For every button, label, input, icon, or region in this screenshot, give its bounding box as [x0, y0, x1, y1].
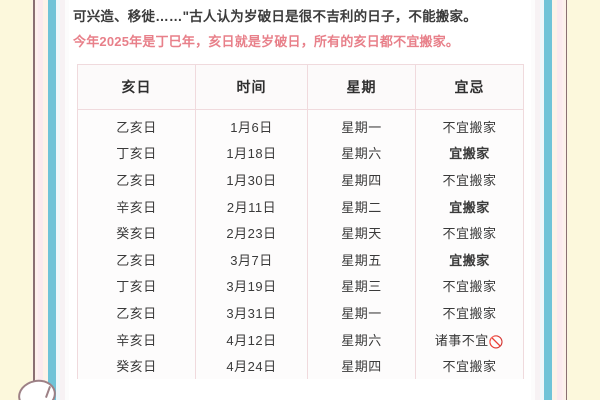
article-paragraph-1: 可兴造、移徙……"古人认为岁破日是很不吉利的日子，不能搬家。 — [73, 9, 477, 24]
edge-stripe-pink-right — [557, 0, 562, 400]
edge-stripe-blue-left — [48, 0, 56, 400]
edge-rule-line-right — [565, 0, 567, 400]
cell-date: 3月31日 — [195, 299, 308, 326]
hai-ri-table: 亥日 时间 星期 宜忌 乙亥日 1月6日 星期一 不宜搬家 丁亥日 1月18日 星期六 宜搬家… — [77, 64, 524, 379]
cell-date: 1月18日 — [195, 139, 308, 167]
edge-stripe-gradient-right — [562, 0, 570, 400]
cell-date: 4月12日 — [195, 325, 308, 353]
cell-weekday: 星期二 — [307, 192, 416, 220]
hai-ri-table-wrapper: 亥日 时间 星期 宜忌 乙亥日 1月6日 星期一 不宜搬家 丁亥日 1月18日 星期六 宜搬家… — [77, 64, 524, 379]
cell-weekday: 星期三 — [307, 272, 416, 300]
edge-stripe-peach-right — [552, 0, 557, 400]
cell-advice: 不宜搬家 — [415, 166, 524, 193]
column-header-hai-ri: 亥日 — [77, 64, 196, 110]
cell-advice: 宜搬家 — [415, 139, 524, 167]
cell-weekday: 星期四 — [307, 166, 416, 193]
cell-advice: 宜搬家 — [415, 192, 524, 220]
column-header-weekday: 星期 — [307, 64, 416, 110]
cell-date: 4月24日 — [195, 352, 308, 379]
cell-hai-ri: 乙亥日 — [77, 299, 196, 326]
cell-weekday: 星期六 — [307, 325, 416, 353]
table-row: 癸亥日 4月24日 星期四 不宜搬家 — [77, 352, 524, 379]
table-row: 丁亥日 1月18日 星期六 宜搬家 — [77, 139, 524, 167]
cell-hai-ri: 丁亥日 — [77, 272, 196, 300]
cell-hai-ri: 癸亥日 — [77, 219, 196, 246]
cell-date: 3月19日 — [195, 272, 308, 300]
decorative-doodle-tail — [45, 386, 51, 398]
table-row: 乙亥日 3月31日 星期一 不宜搬家 — [77, 299, 524, 326]
cell-hai-ri: 癸亥日 — [77, 352, 196, 379]
edge-stripe-lilac-right — [535, 0, 540, 400]
cell-date: 2月11日 — [195, 192, 308, 220]
decorative-circle-doodle — [15, 376, 59, 400]
table-header-row: 亥日 时间 星期 宜忌 — [77, 64, 524, 110]
cell-weekday: 星期一 — [307, 109, 416, 140]
cell-hai-ri: 丁亥日 — [77, 139, 196, 167]
cell-advice: 不宜搬家 — [415, 109, 524, 140]
cell-weekday: 星期六 — [307, 139, 416, 167]
edge-stripe-cream-left — [0, 0, 30, 400]
cell-date: 3月7日 — [195, 245, 308, 273]
article-paragraph-2-highlight: 今年2025年是丁巳年，亥日就是岁破日，所有的亥日都不宜搬家。 — [73, 34, 460, 49]
cell-date: 1月30日 — [195, 166, 308, 193]
cell-hai-ri: 乙亥日 — [77, 109, 196, 140]
cell-date: 2月23日 — [195, 219, 308, 246]
edge-stripe-lilac-left — [60, 0, 65, 400]
cell-hai-ri: 乙亥日 — [77, 166, 196, 193]
edge-stripe-iceblue-right — [540, 0, 544, 400]
cell-hai-ri: 辛亥日 — [77, 325, 196, 353]
cell-weekday: 星期一 — [307, 299, 416, 326]
column-header-date: 时间 — [195, 64, 308, 110]
edge-stripe-iceblue-left — [56, 0, 60, 400]
table-row: 辛亥日 2月11日 星期二 宜搬家 — [77, 192, 524, 220]
table-row: 辛亥日 4月12日 星期六 诸事不宜🚫 — [77, 325, 524, 353]
cell-weekday: 星期五 — [307, 245, 416, 273]
table-body: 乙亥日 1月6日 星期一 不宜搬家 丁亥日 1月18日 星期六 宜搬家 乙亥日 1月30日 星期四不… — [77, 109, 524, 379]
cell-advice: 宜搬家 — [415, 245, 524, 273]
cell-advice: 不宜搬家 — [415, 299, 524, 326]
edge-stripe-gradient-left — [30, 0, 38, 400]
edge-stripe-peach-left — [43, 0, 48, 400]
edge-stripe-blue-right — [544, 0, 552, 400]
cell-advice: 不宜搬家 — [415, 219, 524, 246]
cell-date: 1月6日 — [195, 109, 308, 140]
cell-hai-ri: 乙亥日 — [77, 245, 196, 273]
table-row: 乙亥日 1月6日 星期一 不宜搬家 — [77, 109, 524, 140]
cell-hai-ri: 辛亥日 — [77, 192, 196, 220]
cell-advice: 不宜搬家 — [415, 352, 524, 379]
cell-advice: 不宜搬家 — [415, 272, 524, 300]
prohibited-icon: 🚫 — [488, 334, 505, 349]
article-content: 可兴造、移徙……"古人认为岁破日是很不吉利的日子，不能搬家。 今年2025年是丁… — [69, 0, 531, 400]
edge-stripe-pink-left — [38, 0, 43, 400]
cell-weekday: 星期天 — [307, 219, 416, 246]
table-header: 亥日 时间 星期 宜忌 — [77, 64, 524, 110]
column-header-advice: 宜忌 — [415, 64, 524, 110]
cell-advice: 诸事不宜🚫 — [415, 325, 524, 353]
edge-stripe-cream-right — [570, 0, 600, 400]
edge-rule-line-left — [33, 0, 35, 400]
cell-weekday: 星期四 — [307, 352, 416, 379]
edge-stripe-white-right — [531, 0, 535, 400]
table-row: 癸亥日 2月23日 星期天 不宜搬家 — [77, 219, 524, 246]
table-row: 丁亥日 3月19日 星期三 不宜搬家 — [77, 272, 524, 300]
table-row: 乙亥日 3月7日 星期五 宜搬家 — [77, 245, 524, 273]
table-row: 乙亥日 1月30日 星期四 不宜搬家 — [77, 166, 524, 193]
